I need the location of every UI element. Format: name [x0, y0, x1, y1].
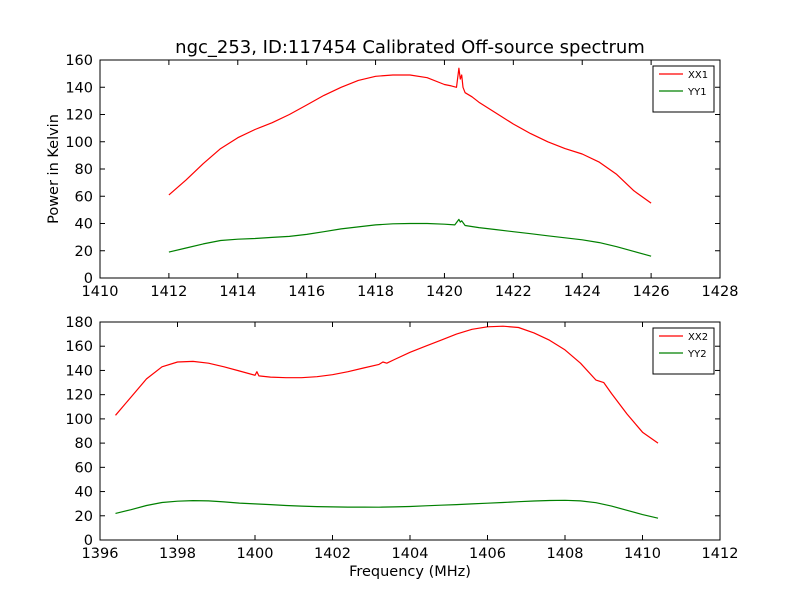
x-tick-label: 1414	[219, 284, 256, 300]
x-tick-label: 1408	[547, 546, 584, 562]
y-tick-label: 80	[75, 436, 93, 452]
x-axis-label: Frequency (MHz)	[349, 564, 471, 580]
y-tick-label: 80	[75, 162, 93, 178]
y-tick-label: 120	[65, 108, 93, 124]
y-tick-label: 40	[75, 217, 93, 233]
legend: XX2 YY2	[652, 327, 715, 375]
x-tick-label: 1406	[469, 546, 506, 562]
chart-2: 1396 1398 1400 1402 1404 1406 1408 1410 1412 0 20 4…	[65, 315, 738, 580]
y-tick-label: 100	[65, 135, 93, 151]
y-tick-label: 60	[75, 189, 93, 205]
x-tick-label: 1404	[392, 546, 429, 562]
y-tick-label: 20	[75, 509, 93, 525]
legend-label-XX1: XX1	[688, 70, 708, 81]
x-tick-label: 1402	[314, 546, 351, 562]
x-tick-label: 1412	[150, 284, 187, 300]
x-tick-label: 1422	[495, 284, 532, 300]
y-tick-label: 180	[65, 315, 93, 331]
y-tick-label: 0	[84, 271, 93, 287]
series-line-YY2	[115, 499, 659, 519]
x-tick-label: 1426	[633, 284, 670, 300]
chart-1: 1410 1412 1414 1416 1418 1420 1422 1424 1426 1428…	[46, 53, 738, 300]
y-tick-label: 120	[65, 388, 93, 404]
legend-label-YY2: YY2	[687, 349, 707, 360]
x-tick-label: 1396	[82, 546, 119, 562]
x-tick-label: 1428	[702, 284, 739, 300]
y-tick-label: 20	[75, 244, 93, 260]
x-tick-label: 1420	[426, 284, 463, 300]
x-tick-label: 1412	[702, 546, 739, 562]
y-tick-label: 140	[65, 80, 93, 96]
legend-label-XX2: XX2	[688, 332, 708, 343]
y-tick-label: 140	[65, 363, 93, 379]
series-line-XX1	[168, 67, 652, 204]
legend-label-YY1: YY1	[687, 87, 707, 98]
y-axis-label: Power in Kelvin	[46, 114, 62, 224]
x-tick-label: 1398	[159, 546, 196, 562]
y-tick-label: 40	[75, 485, 93, 501]
x-tick-label: 1400	[237, 546, 274, 562]
x-tick-label: 1418	[357, 284, 394, 300]
x-tick-label: 1424	[564, 284, 601, 300]
y-tick-label: 160	[65, 53, 93, 69]
x-tick-label: 1410	[82, 284, 119, 300]
x-tick-label: 1416	[288, 284, 325, 300]
y-tick-label: 160	[65, 339, 93, 355]
legend: XX1 YY1	[652, 65, 715, 113]
y-tick-label: 60	[75, 460, 93, 476]
chart-title: ngc_253, ID:117454 Calibrated Off-source…	[175, 37, 645, 58]
series-line-YY1	[168, 218, 652, 257]
x-tick-label: 1410	[624, 546, 661, 562]
y-tick-label: 0	[84, 533, 93, 549]
charts-group: 1410 1412 1414 1416 1418 1420 1422 1424 1426 1428…	[46, 53, 738, 580]
y-tick-label: 100	[65, 412, 93, 428]
series-line-XX2	[115, 325, 659, 444]
